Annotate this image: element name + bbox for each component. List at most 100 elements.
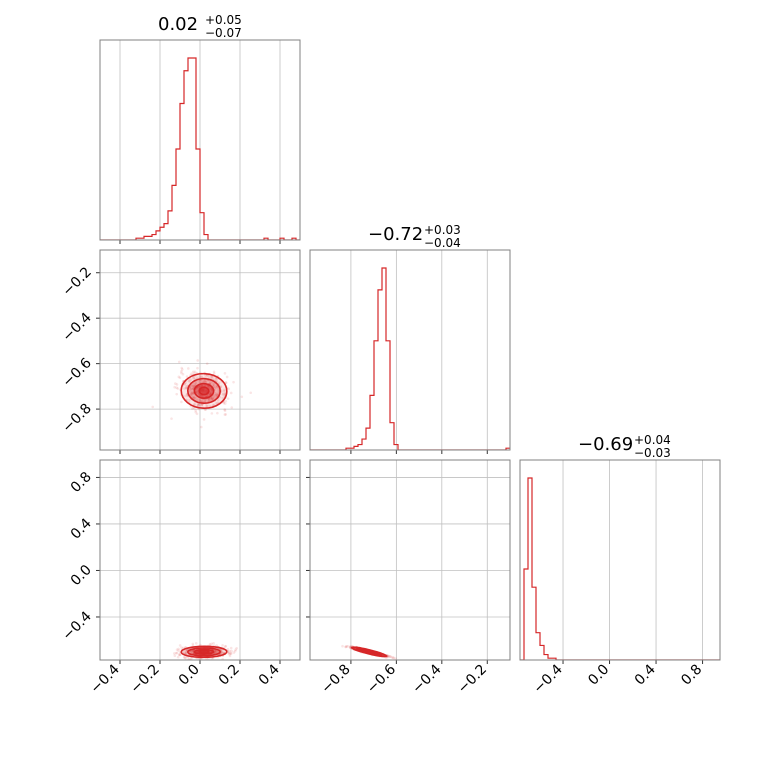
y-tick-label: −0.8 <box>59 401 94 436</box>
sample-point <box>195 412 199 416</box>
sample-point <box>212 396 216 400</box>
panel-2d-0-2 <box>96 459 301 664</box>
sample-point <box>212 641 215 645</box>
sample-point <box>216 401 219 405</box>
sample-point <box>179 653 182 657</box>
sample-point <box>198 375 202 378</box>
sample-point <box>194 641 198 645</box>
sample-point <box>176 387 180 390</box>
sample-point <box>210 388 213 391</box>
sample-point <box>195 390 198 394</box>
sample-point <box>344 645 347 649</box>
sample-point <box>388 655 392 658</box>
sample-point <box>195 390 199 394</box>
sample-point <box>213 386 217 390</box>
panel-frame <box>99 249 301 451</box>
sample-point <box>183 387 186 390</box>
sample-point <box>232 651 236 654</box>
sample-point <box>220 650 224 654</box>
sample-point <box>177 647 180 651</box>
sample-point <box>189 657 193 660</box>
sample-point <box>390 656 394 659</box>
sample-point <box>182 655 186 659</box>
panel-2d-0-1 <box>96 249 301 454</box>
sample-point <box>210 381 214 384</box>
sample-point <box>184 651 188 655</box>
sample-point <box>215 379 218 383</box>
sample-point <box>189 388 192 391</box>
sample-point <box>192 395 196 399</box>
sample-point <box>224 644 228 648</box>
sample-point <box>230 406 234 409</box>
sample-point <box>214 650 218 653</box>
sample-point <box>184 394 188 398</box>
sample-point <box>209 391 213 394</box>
sample-point <box>229 652 233 655</box>
sample-point <box>188 398 191 402</box>
sample-point <box>212 372 216 375</box>
sample-point <box>185 650 188 654</box>
sample-point <box>183 651 186 655</box>
sample-point <box>208 404 212 408</box>
sample-point <box>214 391 217 395</box>
sample-point <box>190 391 193 394</box>
sample-point <box>229 652 233 655</box>
sample-point <box>210 389 214 392</box>
sample-point <box>249 391 253 395</box>
sample-point <box>212 403 216 407</box>
sample-point <box>198 384 202 388</box>
y-tick-label: −0.6 <box>59 355 94 390</box>
sample-point <box>197 385 201 389</box>
param-title-minus-1: −0.04 <box>424 236 461 250</box>
sample-point <box>220 650 224 654</box>
sample-point <box>178 644 182 647</box>
sample-point <box>196 403 200 407</box>
sample-point <box>228 652 231 656</box>
sample-point <box>196 386 200 389</box>
sample-point <box>204 395 207 398</box>
sample-point <box>224 381 228 384</box>
sample-point <box>190 372 193 376</box>
panel-hist-0: 0.02 +0.05−0.07 <box>99 13 301 244</box>
histogram-0 <box>100 57 300 240</box>
sample-point <box>214 377 218 380</box>
sample-point <box>194 409 197 412</box>
sample-point <box>177 375 181 379</box>
sample-point <box>200 403 203 407</box>
sample-point <box>211 395 214 399</box>
sample-point <box>202 418 206 421</box>
sample-point <box>191 391 195 394</box>
sample-point <box>178 653 181 657</box>
density-contour <box>198 649 210 654</box>
panel-frame <box>309 459 511 661</box>
sample-point <box>389 655 392 658</box>
sample-point <box>211 396 214 400</box>
sample-point <box>174 382 177 385</box>
sample-point <box>185 386 188 390</box>
sample-point <box>221 644 224 647</box>
sample-point <box>199 394 202 397</box>
sample-point <box>211 377 214 381</box>
sample-point <box>180 366 184 370</box>
x-tick-label: −0.4 <box>530 661 565 696</box>
sample-point <box>209 376 213 379</box>
sample-point <box>173 652 176 655</box>
sample-point <box>190 407 194 411</box>
sample-point <box>200 394 204 398</box>
param-title-2: −0.69 <box>578 434 633 455</box>
sample-point <box>192 403 196 406</box>
sample-point <box>226 647 230 651</box>
sample-point <box>197 404 200 407</box>
sample-point <box>191 388 195 391</box>
x-tick-label: 0.8 <box>678 662 705 689</box>
sample-point <box>224 413 228 416</box>
sample-point <box>192 376 195 379</box>
sample-point <box>196 366 199 370</box>
sample-point <box>190 387 194 390</box>
x-tick-label: −0.4 <box>409 661 444 696</box>
sample-point <box>200 375 203 378</box>
sample-point <box>170 417 173 420</box>
sample-point <box>216 411 219 415</box>
sample-point <box>214 649 217 653</box>
